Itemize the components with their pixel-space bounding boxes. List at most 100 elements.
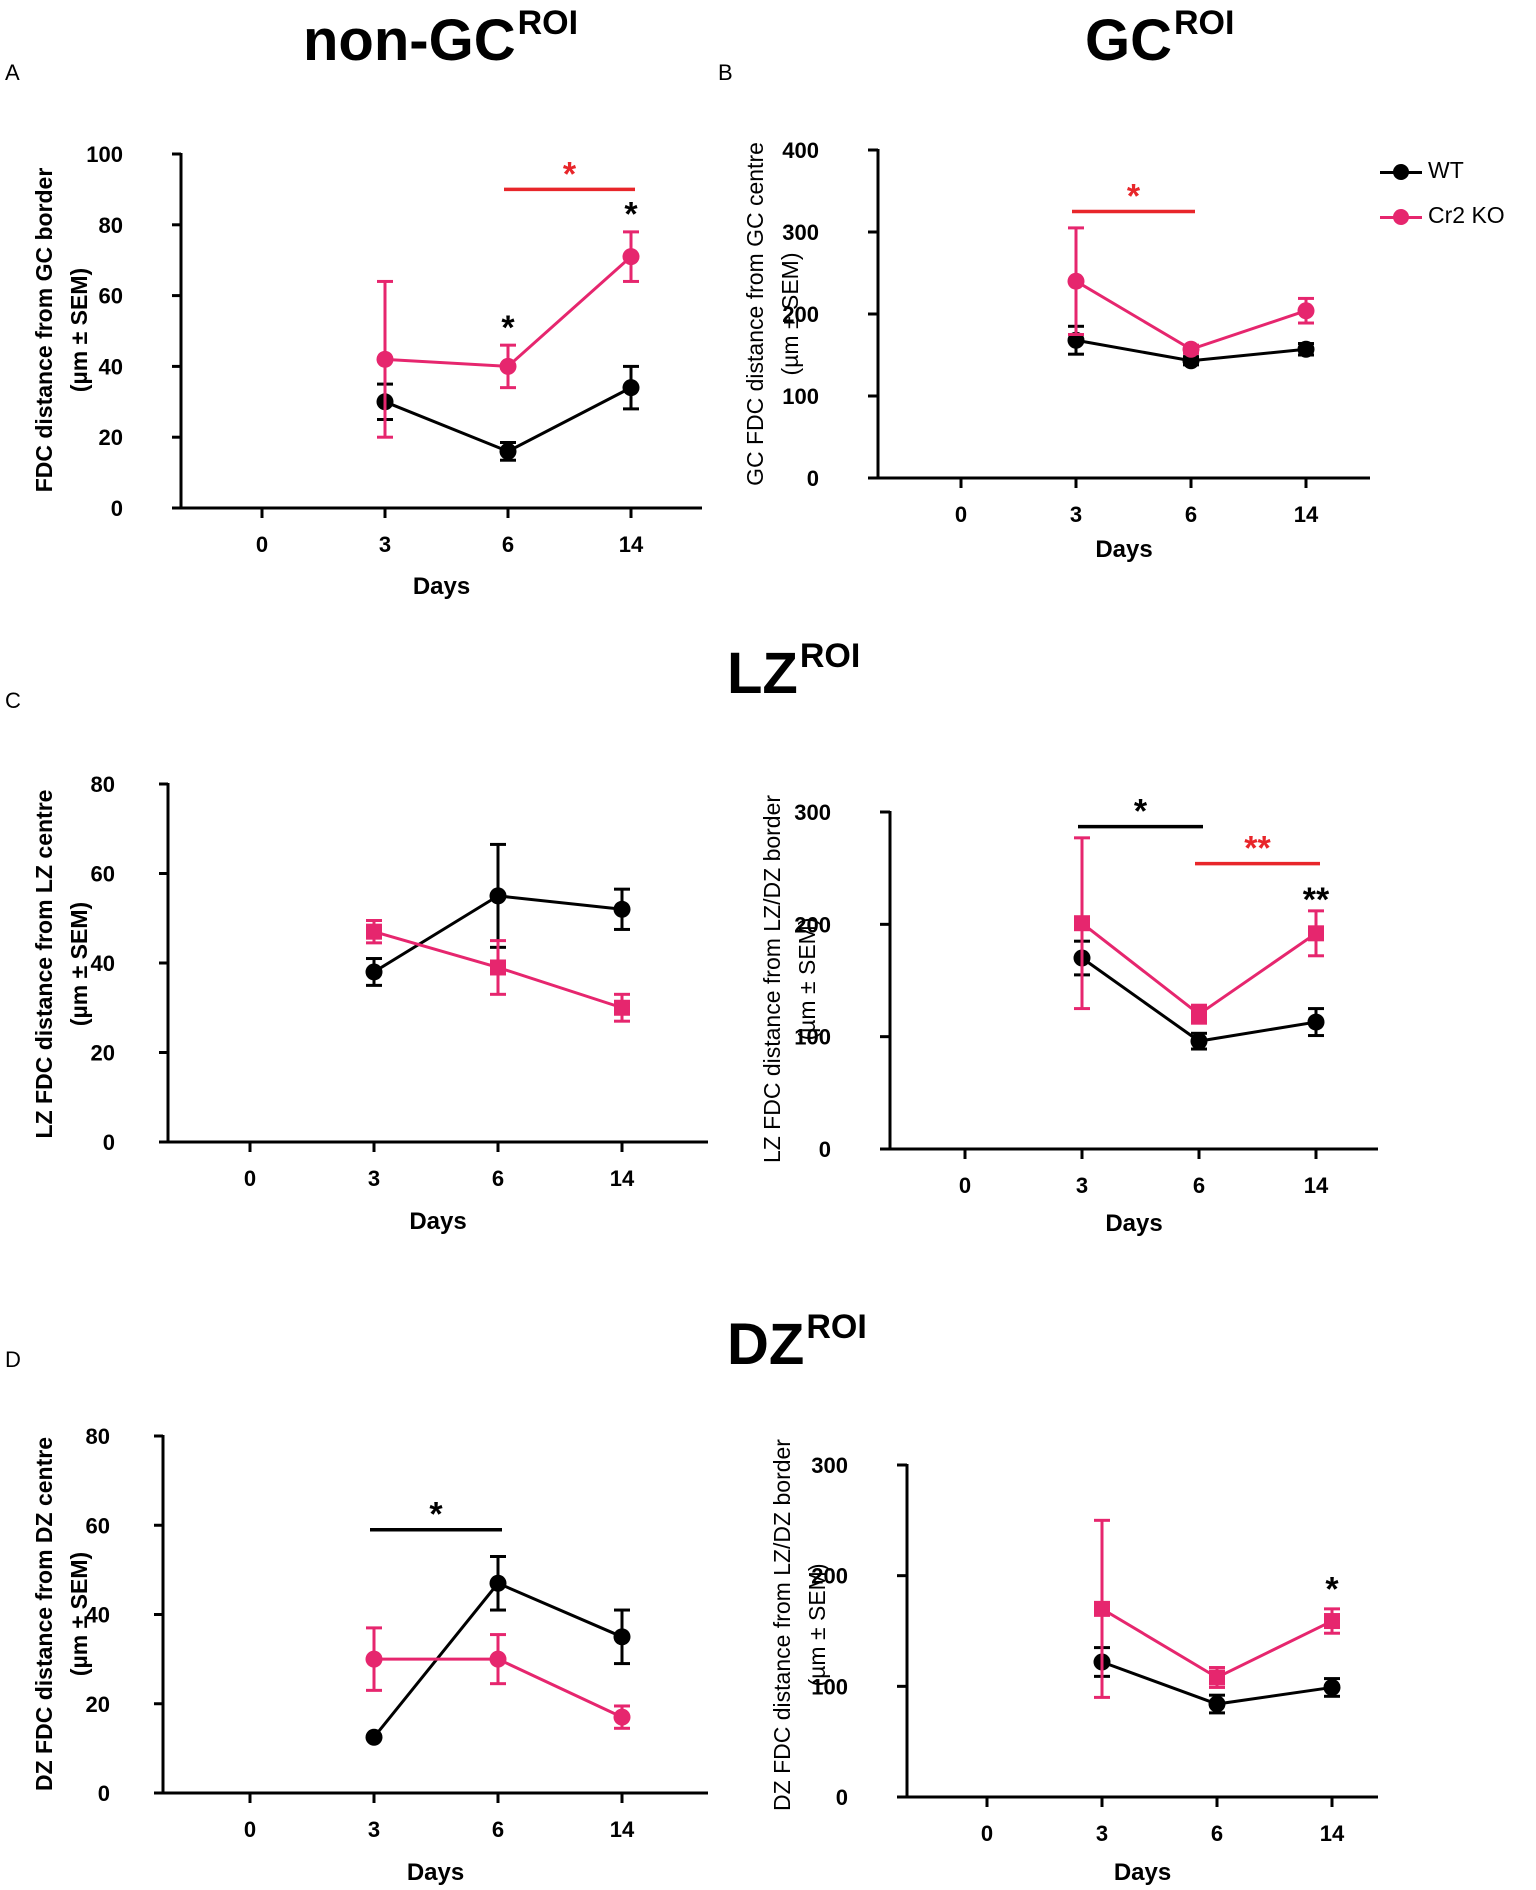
data-point-wt-day-6 — [489, 1574, 507, 1592]
title-non-gc-sup: ROI — [517, 4, 579, 42]
significance-point-label-0: * — [1325, 1570, 1339, 1608]
x-tick-label-6: 6 — [492, 1817, 504, 1842]
data-point-cr2-ko-day-3 — [1074, 915, 1090, 932]
x-tick-label-6: 6 — [1211, 1821, 1223, 1846]
x-axis-title: Days — [1105, 1210, 1162, 1237]
x-axis-title: Days — [1114, 1859, 1171, 1886]
x-tick-label-6: 6 — [492, 1166, 504, 1191]
data-point-wt-day-14 — [1323, 1678, 1341, 1696]
x-tick-label-0: 0 — [955, 502, 967, 527]
data-point-wt-day-3 — [365, 1728, 383, 1746]
y-axis-title-line: GC FDC distance from GC centre — [742, 142, 768, 486]
x-tick-label-3: 3 — [368, 1817, 380, 1842]
significance-point-label-0: ** — [1303, 881, 1330, 919]
y-axis-title-line: LZ FDC distance from LZ centre — [31, 790, 57, 1139]
x-tick-label-0: 0 — [256, 532, 268, 557]
y-axis-title: GC FDC distance from GC centre (µm ± SEM) — [742, 142, 803, 486]
data-point-cr2-ko-day-6 — [1182, 340, 1200, 358]
x-tick-label-14: 14 — [610, 1817, 635, 1842]
title-lz-main: LZ — [727, 641, 798, 706]
data-point-cr2-ko-day-3 — [365, 1650, 383, 1668]
y-axis-title-line: (µm ± SEM) — [66, 1552, 92, 1676]
panel-letter-a: A — [5, 60, 20, 85]
data-point-wt-day-6 — [1208, 1695, 1226, 1713]
title-dz: DZROI — [727, 1310, 867, 1374]
data-point-wt-day-14 — [622, 379, 640, 397]
y-tick-label-40: 40 — [99, 354, 123, 379]
x-tick-label-3: 3 — [1070, 502, 1082, 527]
x-axis-title: Days — [413, 573, 470, 600]
data-point-wt-day-3 — [365, 963, 383, 981]
significance-label-0: * — [563, 155, 577, 193]
y-tick-label-40: 40 — [91, 951, 115, 976]
title-dz-sup: ROI — [806, 1308, 867, 1346]
y-tick-label-80: 80 — [86, 1424, 110, 1449]
y-axis-title: LZ FDC distance from LZ/DZ border (µm ± S… — [759, 795, 820, 1163]
y-axis-title-line: (µm ± SEM) — [66, 902, 92, 1026]
data-point-wt-day-6 — [489, 887, 507, 905]
data-point-wt-day-14 — [613, 1628, 631, 1646]
title-gc-main: GC — [1085, 8, 1172, 73]
title-dz-main: DZ — [727, 1312, 805, 1377]
data-point-cr2-ko-day-3 — [366, 923, 382, 940]
x-tick-label-0: 0 — [244, 1166, 256, 1191]
title-lz: LZROI — [727, 639, 860, 703]
y-tick-label-200: 200 — [794, 912, 831, 937]
data-point-wt-day-14 — [613, 900, 631, 918]
x-tick-label-6: 6 — [502, 532, 514, 557]
y-tick-label-0: 0 — [819, 1137, 831, 1162]
title-gc-sup: ROI — [1174, 4, 1235, 42]
y-tick-label-100: 100 — [86, 142, 123, 167]
legend-marker-ko — [1380, 209, 1422, 225]
title-non-gc-main: non-GC — [303, 8, 516, 73]
y-tick-label-60: 60 — [86, 1513, 110, 1538]
significance-label-0: * — [429, 1496, 443, 1534]
x-tick-label-14: 14 — [1320, 1821, 1345, 1846]
data-point-cr2-ko-day-14 — [1324, 1613, 1340, 1630]
x-tick-label-0: 0 — [981, 1821, 993, 1846]
data-point-cr2-ko-day-14 — [614, 999, 630, 1016]
y-tick-label-20: 20 — [99, 425, 123, 450]
x-tick-label-3: 3 — [368, 1166, 380, 1191]
x-tick-label-3: 3 — [379, 532, 391, 557]
y-tick-label-80: 80 — [99, 213, 123, 238]
y-axis-title-line: (µm ± SEM) — [777, 253, 803, 376]
y-axis-title: FDC distance from GC border (µm ± SEM) — [31, 168, 92, 493]
y-tick-label-0: 0 — [111, 496, 123, 521]
legend-label-ko: Cr2 KO — [1428, 202, 1505, 228]
y-axis-title-line: (µm ± SEM) — [66, 268, 92, 392]
y-axis-title: DZ FDC distance from DZ centre (µm ± SEM) — [31, 1437, 92, 1791]
y-tick-label-80: 80 — [91, 772, 115, 797]
data-point-cr2-ko-day-14 — [613, 1708, 631, 1726]
y-tick-label-20: 20 — [91, 1041, 115, 1066]
data-point-cr2-ko-day-14 — [1297, 302, 1315, 320]
data-point-cr2-ko-day-3 — [1067, 272, 1085, 290]
significance-label-0: * — [1134, 793, 1148, 831]
y-tick-label-20: 20 — [86, 1692, 110, 1717]
significance-point-label-0: * — [501, 309, 515, 347]
x-tick-label-14: 14 — [619, 532, 644, 557]
data-point-cr2-ko-day-14 — [622, 248, 640, 266]
y-tick-label-100: 100 — [782, 384, 819, 409]
y-axis-title-line: FDC distance from GC border — [31, 168, 57, 493]
y-tick-label-0: 0 — [98, 1781, 110, 1806]
y-tick-label-0: 0 — [836, 1785, 848, 1810]
data-point-cr2-ko-day-6 — [489, 1650, 507, 1668]
y-tick-label-200: 200 — [782, 302, 819, 327]
y-tick-label-40: 40 — [86, 1603, 110, 1628]
title-lz-sup: ROI — [799, 637, 861, 675]
panel-letter-b: B — [718, 60, 733, 85]
x-axis-title: Days — [1095, 536, 1152, 563]
y-axis-title: DZ FDC distance from LZ/DZ border (µm ± S… — [769, 1439, 830, 1811]
title-non-gc: non-GCROI — [303, 6, 578, 70]
y-tick-label-0: 0 — [807, 466, 819, 491]
y-axis-title-line: (µm ± SEM) — [794, 918, 820, 1041]
x-tick-label-3: 3 — [1076, 1173, 1088, 1198]
y-axis-title-line: DZ FDC distance from LZ/DZ border — [769, 1439, 795, 1811]
title-gc: GCROI — [1085, 6, 1234, 70]
